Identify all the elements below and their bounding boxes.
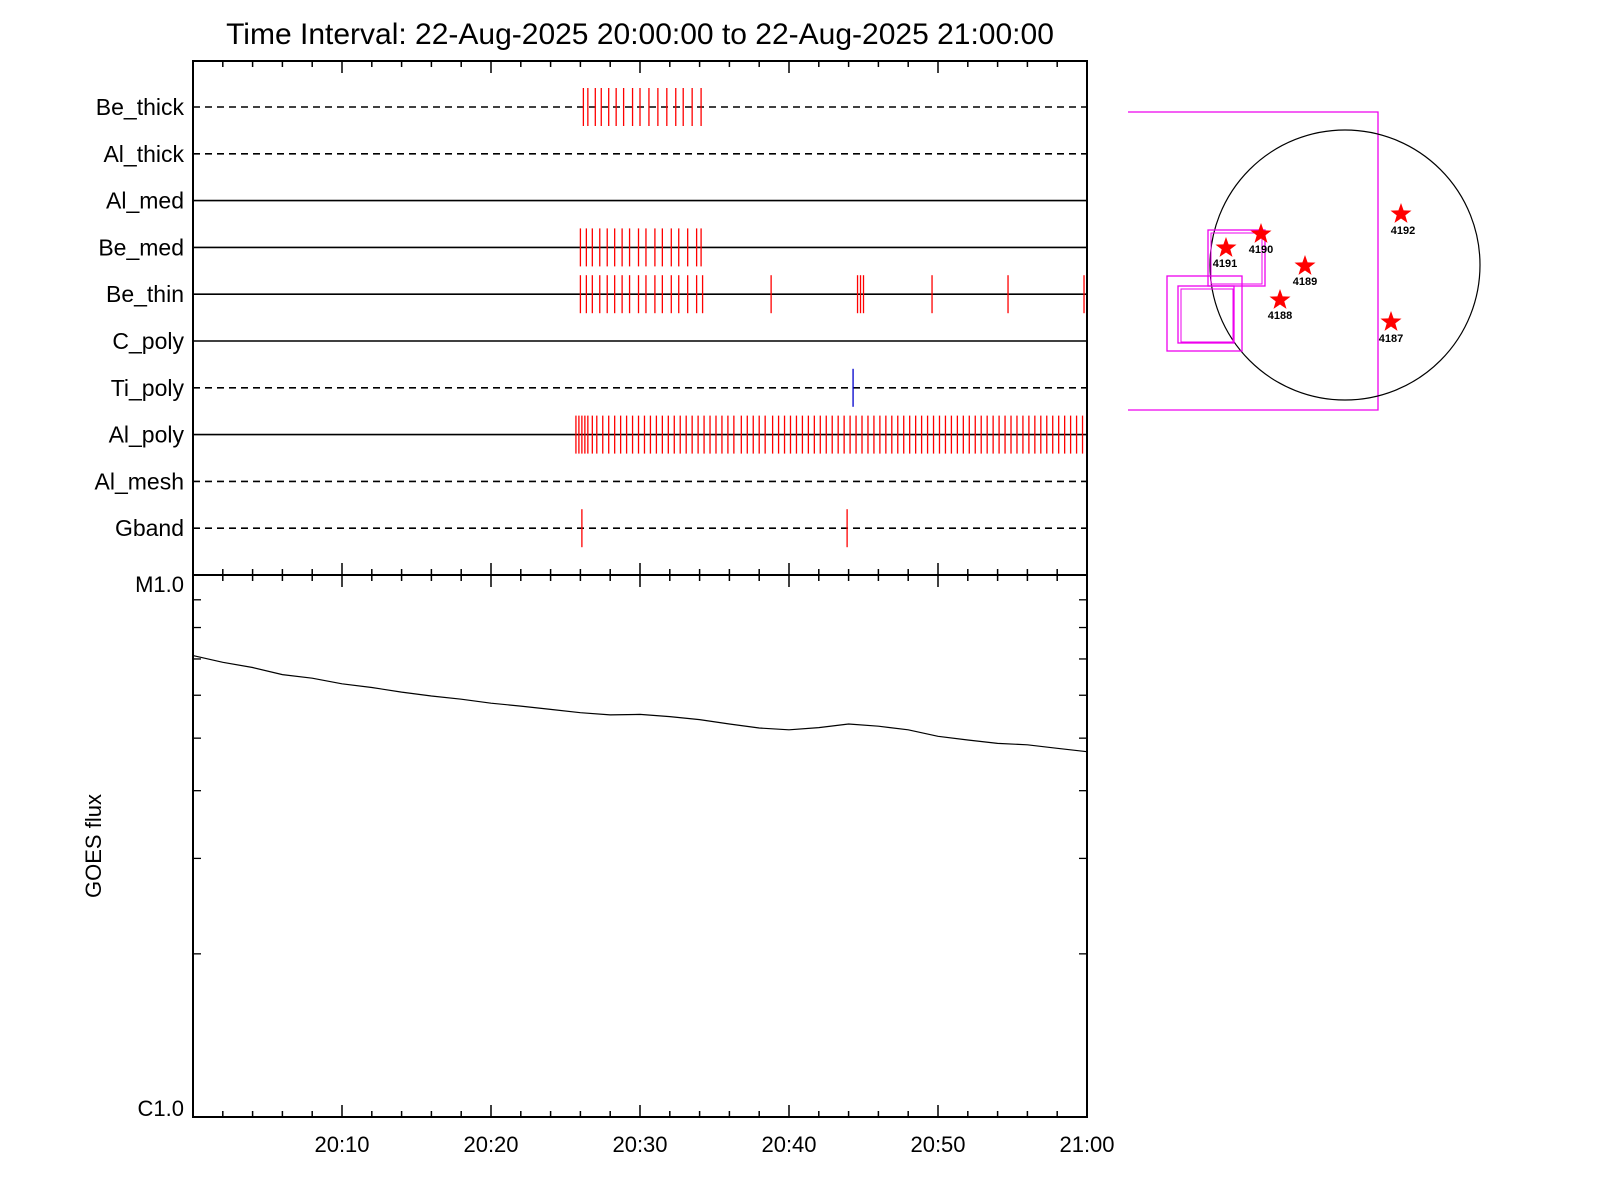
channel-label-al-med: Al_med	[106, 188, 184, 214]
channel-label-ti-poly: Ti_poly	[111, 375, 185, 401]
star-icon-4188	[1269, 289, 1291, 309]
chart-title: Time Interval: 22-Aug-2025 20:00:00 to 2…	[226, 18, 1054, 51]
goes-frame	[192, 574, 1088, 1118]
fov-box-small-inner-2	[1180, 288, 1234, 343]
star-icon-4191	[1215, 237, 1237, 257]
x-tick-label: 21:00	[1059, 1132, 1114, 1157]
ar-label-4187: 4187	[1379, 333, 1403, 345]
channel-label-al-thick: Al_thick	[103, 141, 184, 167]
active-region-stars	[1215, 203, 1412, 331]
y-tick-label-bottom: C1.0	[138, 1096, 184, 1121]
y-axis-label: GOES flux	[81, 794, 106, 898]
star-icon-4190	[1250, 223, 1272, 243]
channel-label-be-thin: Be_thin	[106, 281, 184, 307]
goes-ticks	[192, 599, 1088, 1117]
fov-box-upper-2	[1210, 232, 1263, 285]
channel-rows: Be_thick Al_thick Al_med Be_med Be_thin C_pol…	[95, 88, 1087, 548]
goes-panel: M1.0 C1.0 GOES flux 20:10 20:20 20:30 20:40…	[81, 572, 1115, 1157]
channel-label-be-thick: Be_thick	[96, 94, 185, 120]
timeline-panel: Be_thick Al_thick Al_med Be_med Be_thin C_pol…	[95, 60, 1088, 587]
channel-label-al-mesh: Al_mesh	[95, 468, 184, 494]
channel-label-al-poly: Al_poly	[109, 422, 185, 448]
channel-label-be-med: Be_med	[98, 234, 184, 260]
timeline-frame	[192, 60, 1088, 576]
x-tick-label: 20:10	[314, 1132, 369, 1157]
fov-box-small-outer	[1166, 275, 1243, 352]
x-tick-label: 20:30	[612, 1132, 667, 1157]
sun-map: 4192 4190 4191 4189 4188 4187	[1128, 111, 1481, 411]
x-tick-labels: 20:10 20:20 20:30 20:40 20:50 21:00	[314, 1132, 1114, 1157]
x-tick-label: 20:50	[910, 1132, 965, 1157]
ar-label-4190: 4190	[1249, 244, 1273, 256]
channel-label-gband: Gband	[115, 515, 184, 541]
star-icon-4187	[1380, 311, 1402, 331]
star-icon-4192	[1390, 203, 1412, 223]
ar-label-4192: 4192	[1391, 225, 1415, 237]
ar-label-4188: 4188	[1268, 310, 1292, 322]
ar-label-4189: 4189	[1293, 276, 1317, 288]
y-tick-label-top: M1.0	[135, 572, 184, 597]
channel-label-c-poly: C_poly	[112, 328, 184, 354]
fov-outline	[1128, 111, 1379, 411]
fov-box-small-inner	[1177, 285, 1235, 344]
timeline-ticks	[192, 61, 1088, 587]
fov-box-upper	[1207, 229, 1266, 287]
ar-label-4191: 4191	[1213, 258, 1237, 270]
x-tick-label: 20:40	[761, 1132, 816, 1157]
star-icon-4189	[1294, 255, 1316, 275]
x-tick-label: 20:20	[463, 1132, 518, 1157]
solar-limb	[1209, 129, 1481, 401]
goes-flux-line	[192, 655, 1088, 753]
